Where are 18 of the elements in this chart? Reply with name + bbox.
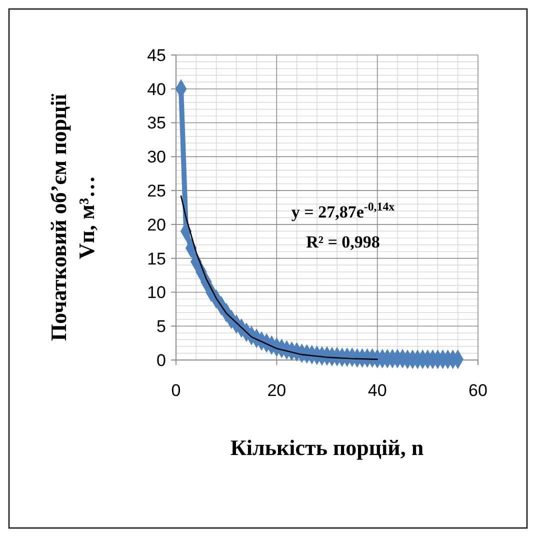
annotation: R² = 0,998 <box>306 232 380 252</box>
y-tick-label: 25 <box>147 182 166 201</box>
y-tick-label: 30 <box>147 148 166 167</box>
y-tick-label: 5 <box>156 317 166 336</box>
y-tick-label: 10 <box>147 283 166 302</box>
y-tick-label: 0 <box>156 350 166 370</box>
x-tick-label: 60 <box>468 381 488 400</box>
x-axis-title: Кількість порцій, n <box>230 435 424 460</box>
x-tick-label: 40 <box>368 381 387 400</box>
annotation: y = 27,87e$^{-0,14x}$ <box>291 200 395 222</box>
y-tick-label: 40 <box>147 80 166 99</box>
y-tick-label: 45 <box>147 46 166 65</box>
y-tick-label: 35 <box>147 114 166 133</box>
x-tick-label: 20 <box>267 381 286 400</box>
y-axis-title: Початковий об’єм порції Vп, м³… <box>46 93 99 341</box>
y-tick-label: 15 <box>147 249 166 268</box>
x-tick-label: 0 <box>171 381 181 400</box>
y-tick-label: 20 <box>147 215 166 234</box>
